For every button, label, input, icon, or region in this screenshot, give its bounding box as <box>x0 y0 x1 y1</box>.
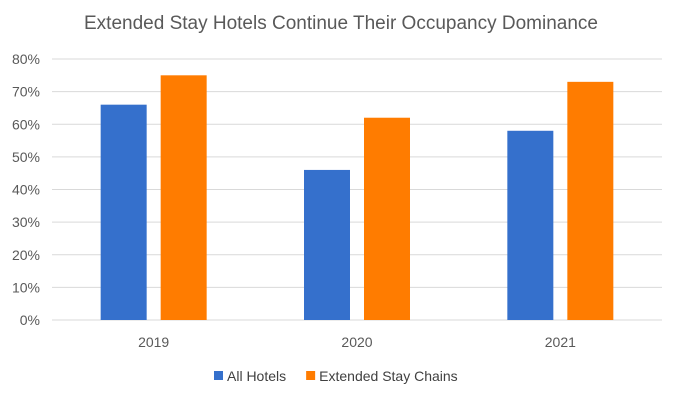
legend-label-extended-stay-chains: Extended Stay Chains <box>319 368 458 384</box>
x-category-label: 2020 <box>341 334 372 350</box>
bar-2020-extended-stay-chains <box>364 117 410 320</box>
chart-title: Extended Stay Hotels Continue Their Occu… <box>84 13 598 34</box>
y-tick-label: 20% <box>12 247 40 263</box>
legend-swatch-extended-stay-chains <box>306 371 316 380</box>
x-axis-categories: 2019 2020 2021 <box>138 334 576 350</box>
legend-swatch-all-hotels <box>214 371 223 380</box>
bar-2019-extended-stay-chains <box>160 75 207 320</box>
y-axis-ticks: 0% 10% 20% 30% 40% 50% 60% 70% 80% <box>12 51 40 328</box>
y-tick-label: 50% <box>12 149 40 165</box>
x-category-label: 2019 <box>138 334 169 350</box>
y-tick-label: 60% <box>12 116 40 132</box>
bar-2021-extended-stay-chains <box>567 81 614 321</box>
legend: All Hotels Extended Stay Chains <box>214 368 458 384</box>
bar-2020-all-hotels <box>304 169 350 320</box>
y-tick-label: 40% <box>12 182 40 198</box>
bar-2019-all-hotels <box>100 104 147 320</box>
y-tick-label: 70% <box>12 84 40 100</box>
y-tick-label: 0% <box>20 312 40 328</box>
x-category-label: 2021 <box>545 334 576 350</box>
bar-2021-all-hotels <box>507 130 554 320</box>
y-tick-label: 80% <box>12 51 40 67</box>
gridlines <box>52 58 662 321</box>
y-tick-label: 10% <box>12 279 40 295</box>
y-tick-label: 30% <box>12 214 40 230</box>
bars <box>100 75 614 321</box>
legend-label-all-hotels: All Hotels <box>227 368 286 384</box>
